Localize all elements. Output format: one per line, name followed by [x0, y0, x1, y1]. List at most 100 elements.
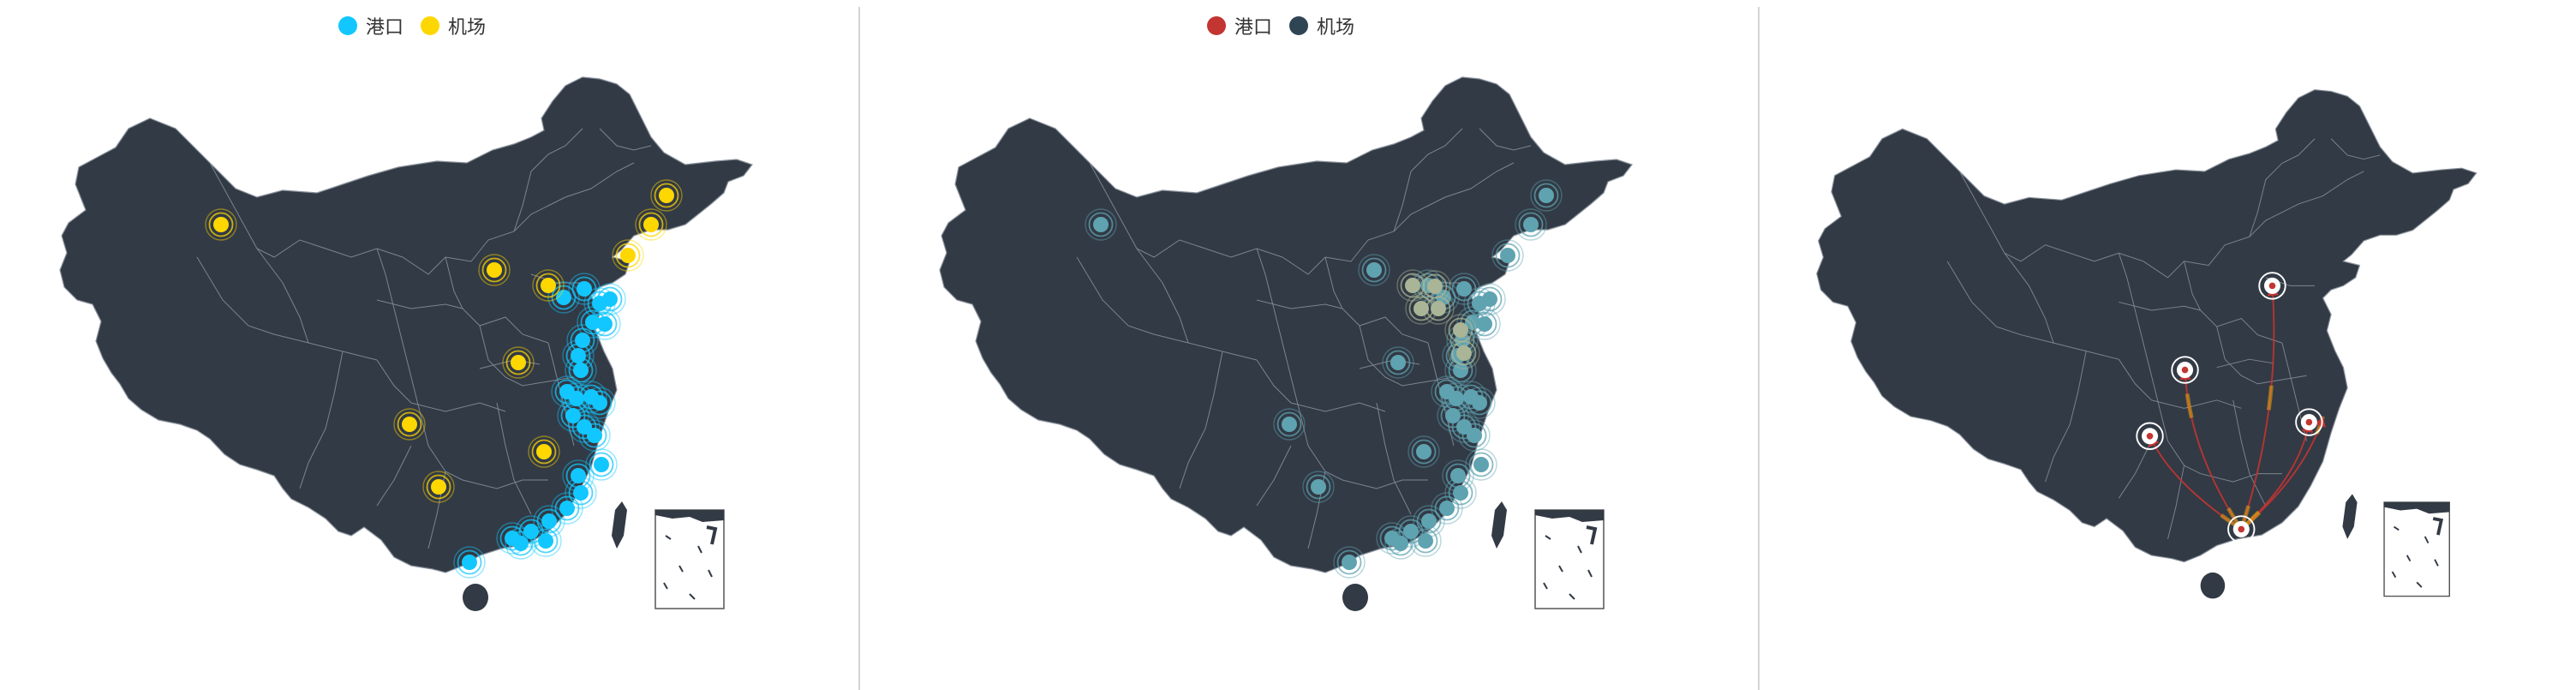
- ripple-ring-inner: [571, 276, 597, 302]
- ripple-dot: [577, 281, 592, 297]
- province-border: [496, 402, 532, 515]
- inset-dash: [2424, 536, 2430, 544]
- legend-item-airport[interactable]: 机场: [1289, 12, 1354, 39]
- taiwan-island: [612, 501, 627, 549]
- node-core: [2146, 432, 2154, 440]
- province-border: [2119, 302, 2201, 311]
- legend-swatch-airport: [1289, 16, 1309, 35]
- ripple-dot: [1456, 419, 1472, 435]
- china-map[interactable]: [1760, 0, 2576, 690]
- inset-dash: [2393, 525, 2400, 531]
- ripple-ring-inner: [1533, 183, 1559, 208]
- inset-island: [1586, 525, 1598, 545]
- ripple-dot: [1473, 457, 1489, 472]
- legend: 港口 机场: [338, 12, 486, 39]
- province-border: [1359, 325, 1455, 387]
- ripple-ring-inner: [1451, 276, 1477, 302]
- port-marker: [1465, 448, 1497, 481]
- ripple-ring-outer: [1273, 408, 1306, 441]
- ripple-ring-outer: [1448, 273, 1480, 305]
- airport-marker: [650, 179, 683, 212]
- ripple-dot: [577, 419, 592, 435]
- ripple-dot: [643, 217, 659, 232]
- ripple-dot: [487, 262, 502, 278]
- ripple-ring-outer: [551, 492, 583, 525]
- ripple-dot: [1390, 355, 1406, 370]
- ripple-dot: [1421, 513, 1437, 529]
- ripple-ring-outer: [612, 239, 644, 272]
- inset-dash: [1558, 565, 1563, 573]
- ripple-ring-inner: [1088, 212, 1114, 237]
- province-border: [376, 445, 412, 507]
- ripple-ring-outer: [393, 408, 426, 441]
- port-marker: [551, 492, 583, 525]
- ripple-dot: [1093, 217, 1109, 232]
- ripple-ring-inner: [1434, 495, 1460, 521]
- legend-item-airport[interactable]: 机场: [421, 12, 486, 39]
- china-landmass: [939, 76, 1633, 573]
- province-border: [2118, 441, 2152, 499]
- province-border: [2118, 358, 2242, 409]
- ripple-ring-inner: [1518, 212, 1544, 237]
- airport-marker: [205, 208, 237, 241]
- province-border: [1256, 299, 1343, 309]
- south-china-sea-inset: [654, 509, 725, 609]
- ripple-dot: [597, 316, 613, 332]
- ripple-ring-inner: [1495, 243, 1521, 268]
- china-map[interactable]: [860, 0, 1756, 690]
- ripple-ring-outer: [565, 354, 597, 387]
- province-border: [419, 411, 548, 489]
- ripple-ring-outer: [1358, 254, 1390, 286]
- legend-item-port[interactable]: 港口: [1207, 12, 1272, 39]
- ripple-dot: [571, 468, 586, 483]
- ripple-ring-outer: [422, 471, 455, 503]
- map-panel-ports-airports-colored: 港口 机场: [0, 0, 857, 690]
- south-china-sea-inset: [1534, 509, 1605, 609]
- ripple-dot: [1453, 322, 1468, 338]
- ripple-ring-inner: [1448, 480, 1473, 506]
- airport-marker: [1530, 179, 1563, 212]
- ripple-ring-outer: [1491, 239, 1524, 272]
- ripple-ring-inner: [533, 528, 559, 554]
- province-border: [2118, 253, 2161, 409]
- airport-marker: [393, 408, 426, 441]
- ripple-ring-inner: [1306, 474, 1331, 500]
- ripple-ring-outer: [1444, 477, 1477, 509]
- ripple-dot: [1450, 468, 1466, 483]
- ripple-ring-outer: [205, 208, 237, 241]
- ripple-dot: [565, 408, 581, 423]
- ripple-dot: [1366, 262, 1382, 278]
- port-marker: [1422, 292, 1455, 325]
- inset-landmass: [2384, 501, 2450, 514]
- ripple-dot: [513, 536, 529, 551]
- airport-marker: [1382, 346, 1414, 379]
- province-border: [2004, 253, 2054, 344]
- ripple-ring-outer: [1302, 471, 1335, 503]
- ripple-ring-inner: [554, 495, 580, 521]
- ripple-ring-outer: [1465, 448, 1497, 481]
- port-marker: [583, 287, 616, 320]
- inset-frame: [2383, 501, 2450, 597]
- ripple-ring-outer: [1422, 292, 1455, 325]
- china-map[interactable]: [0, 0, 857, 690]
- ripple-ring-outer: [1382, 346, 1414, 379]
- ripple-dot: [573, 363, 589, 378]
- ripple-ring-inner: [1385, 350, 1411, 375]
- ripple-dot: [541, 278, 556, 293]
- airport-marker: [1408, 435, 1440, 468]
- node-core: [2268, 282, 2276, 290]
- flow-trail: [2183, 369, 2244, 531]
- ripple-ring-inner: [551, 285, 577, 310]
- flow-trail: [2239, 416, 2325, 531]
- province-border: [2330, 138, 2381, 160]
- legend: 港口 机场: [1207, 12, 1354, 39]
- ripple-dot: [1405, 278, 1420, 293]
- ripple-ring-outer: [505, 527, 537, 560]
- legend-item-port[interactable]: 港口: [338, 12, 403, 39]
- ripple-dot: [1311, 479, 1326, 495]
- ripple-ring-inner: [1388, 531, 1414, 556]
- ripple-dot: [1523, 217, 1539, 232]
- port-marker: [1384, 527, 1417, 560]
- airport-marker: [612, 239, 644, 272]
- flow-node: [2227, 515, 2256, 543]
